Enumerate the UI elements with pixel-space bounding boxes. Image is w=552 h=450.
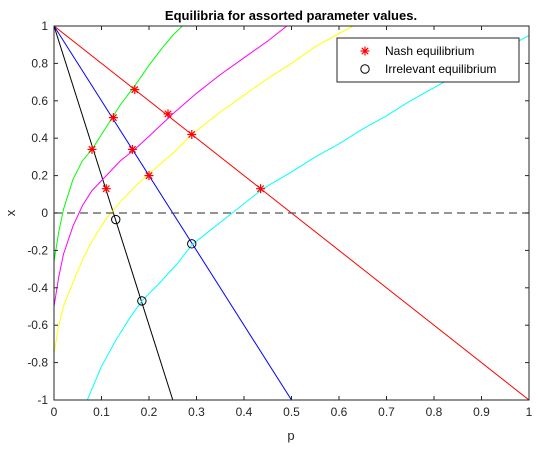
y-tick-label: -0.4: [27, 281, 48, 295]
y-tick-label: 0.8: [31, 56, 48, 70]
x-tick-label: 0.1: [93, 405, 110, 419]
x-tick-label: 0.4: [236, 405, 253, 419]
x-tick-label: 0.8: [426, 405, 443, 419]
chart-title: Equilibria for assorted parameter values…: [165, 8, 417, 23]
star-stroke: [164, 110, 172, 118]
star-stroke: [128, 145, 137, 154]
y-tick-label: -0.2: [27, 243, 48, 257]
irrelevant-equilibrium-point-1: [111, 214, 121, 225]
star-stroke: [102, 185, 110, 193]
x-axis-ticks: 0 0.1 0.2 0.3 0.4 0.5 0.6 0.7 0.8 0.9 1: [51, 26, 533, 419]
star-stroke: [131, 85, 139, 94]
equilibrium-markers: [87, 85, 266, 306]
series-line-4: [54, 26, 183, 262]
x-axis-label: p: [287, 428, 294, 443]
y-tick-label: 0.4: [31, 131, 48, 145]
irrelevant-equilibrium-point-2: [137, 296, 147, 306]
y-tick-label: 0.2: [31, 169, 48, 183]
x-tick-label: 0.2: [141, 405, 158, 419]
x-tick-label: 0.7: [378, 405, 395, 419]
legend: Nash equilibrium Irrelevant equilibrium: [336, 37, 520, 83]
series-line-5: [54, 26, 288, 307]
nash-equilibrium-point-7: [163, 109, 173, 119]
irrelevant-equilibrium-point-3: [187, 239, 197, 249]
y-tick-label: 0.6: [31, 94, 48, 108]
star-stroke: [145, 171, 153, 180]
nash-equilibrium-point-4: [127, 144, 137, 154]
star-stroke: [88, 145, 96, 154]
legend-nash-label: Nash equilibrium: [385, 44, 474, 58]
x-tick-label: 0.3: [188, 405, 205, 419]
star-stroke: [188, 130, 196, 139]
legend-nash-marker: [360, 46, 370, 56]
nash-equilibrium-point-3: [108, 113, 118, 123]
star-stroke: [361, 47, 369, 55]
x-tick-label: 0: [51, 405, 58, 419]
nash-equilibrium-point-6: [144, 171, 154, 181]
x-tick-label: 1: [526, 405, 533, 419]
legend-irrelevant-label: Irrelevant equilibrium: [385, 62, 496, 76]
star-stroke: [256, 185, 265, 193]
y-tick-label: 1: [41, 19, 48, 33]
y-tick-label: -0.8: [27, 356, 48, 370]
legend-irrelevant-marker: [360, 64, 370, 74]
y-tick-label: -0.6: [27, 318, 48, 332]
y-axis-ticks: -1 -0.8 -0.6 -0.4 -0.2 0 0.2 0.4 0.6 0.8 1: [27, 19, 529, 407]
y-tick-label: -1: [37, 393, 48, 407]
nash-equilibrium-point-8: [187, 130, 197, 139]
star-stroke: [109, 113, 118, 122]
nash-equilibrium-point-2: [101, 184, 111, 194]
nash-equilibrium-point-5: [130, 85, 140, 95]
nash-equilibrium-point-9: [256, 184, 266, 194]
nash-equilibrium-point-1: [87, 144, 97, 154]
legend-box: [336, 37, 520, 83]
x-tick-label: 0.5: [283, 405, 300, 419]
y-tick-label: 0: [41, 206, 48, 220]
x-tick-label: 0.6: [331, 405, 348, 419]
x-tick-label: 0.9: [473, 405, 490, 419]
y-axis-label: x: [3, 209, 18, 216]
